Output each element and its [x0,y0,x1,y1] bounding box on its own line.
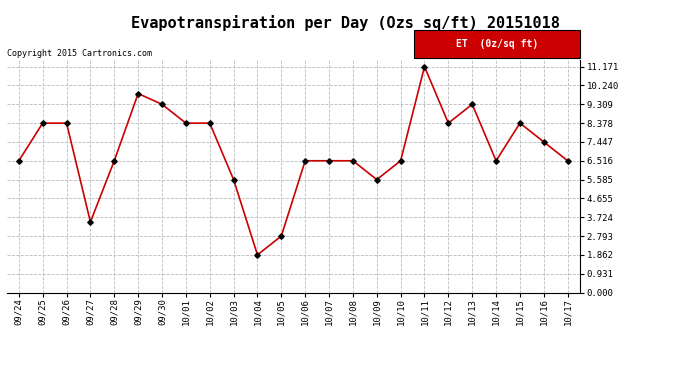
Text: Copyright 2015 Cartronics.com: Copyright 2015 Cartronics.com [7,49,152,58]
Text: Evapotranspiration per Day (Ozs sq/ft) 20151018: Evapotranspiration per Day (Ozs sq/ft) 2… [130,15,560,31]
Text: ET  (0z/sq ft): ET (0z/sq ft) [455,39,538,49]
